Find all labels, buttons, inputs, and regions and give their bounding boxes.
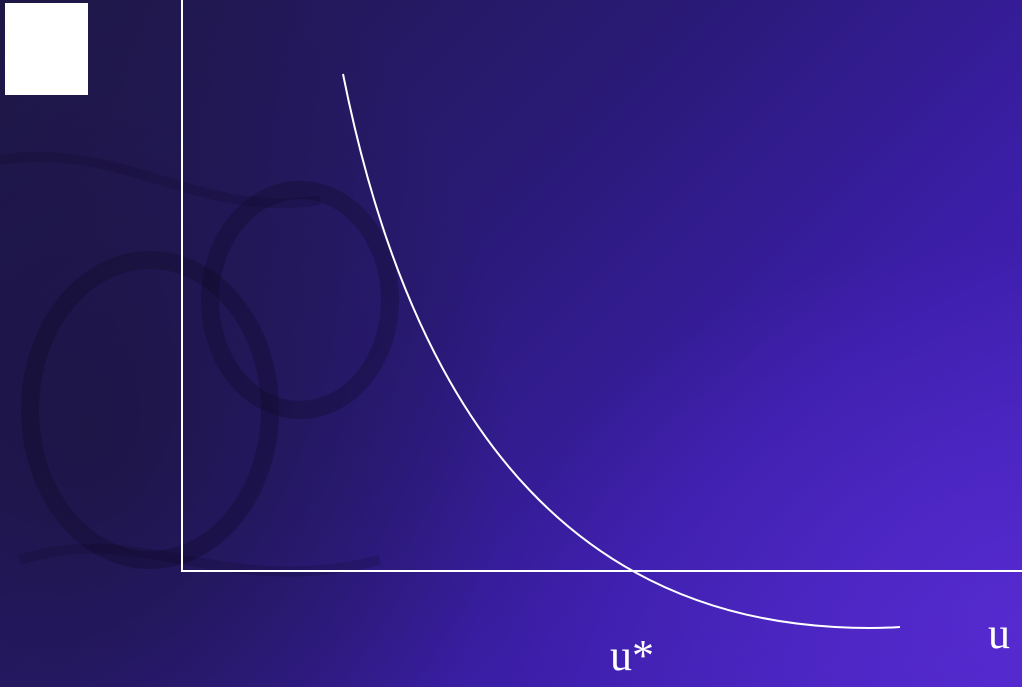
phillips-curve — [342, 73, 901, 629]
natural-rate-label: u* — [610, 631, 654, 680]
x-axis-label: u — [988, 612, 1010, 656]
corner-box — [5, 3, 88, 95]
